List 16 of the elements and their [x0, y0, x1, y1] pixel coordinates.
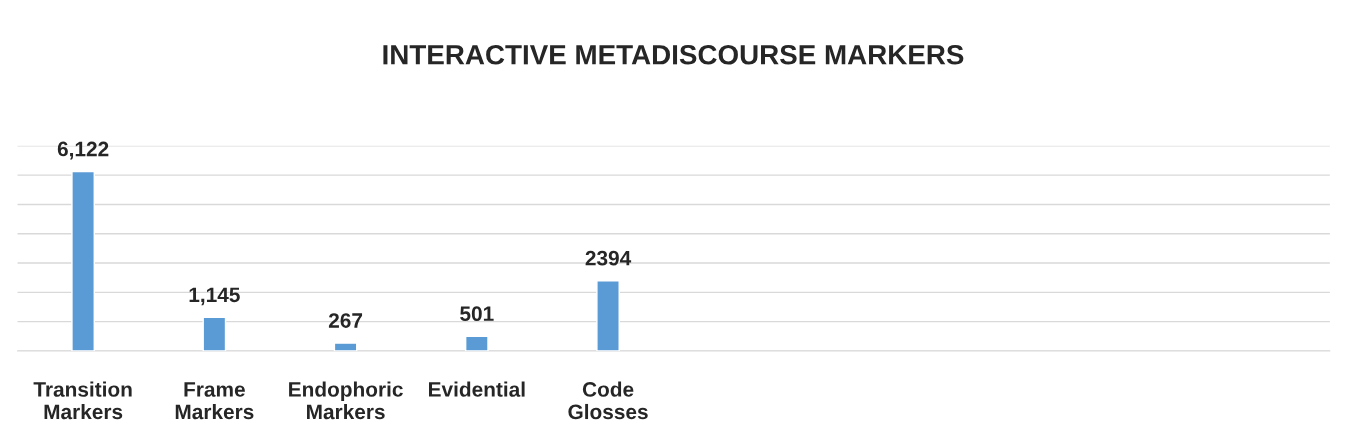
data-label: 6,122: [57, 141, 109, 160]
bar: [71, 170, 95, 351]
x-tick-label: Frame Markers: [175, 382, 254, 420]
bar: [202, 316, 227, 351]
x-tick-label: Transition Markers: [33, 381, 132, 420]
x-tick-label: Endophoric Markers: [289, 381, 403, 420]
chart-title: INTERACTIVE METADISCOURSE MARKERS: [383, 44, 964, 65]
data-label: 267: [328, 313, 363, 328]
x-tick-label: Code Glosses: [568, 381, 648, 420]
data-label: 2394: [585, 250, 632, 266]
data-label: 501: [460, 306, 494, 322]
bar: [596, 280, 620, 351]
bar: [333, 342, 358, 351]
data-label: 1,145: [189, 287, 240, 306]
x-tick-label: Evidential: [429, 381, 525, 397]
bar: [464, 335, 489, 351]
